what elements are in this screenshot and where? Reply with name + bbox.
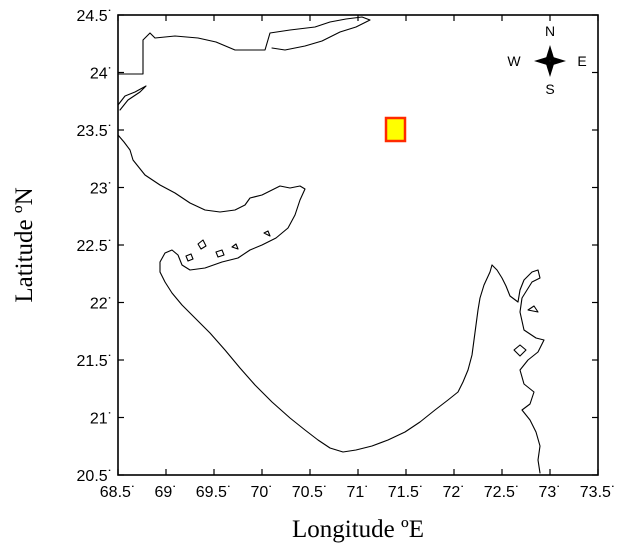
coastline	[117, 16, 545, 474]
x-tick-label: 69.5˙	[196, 484, 232, 501]
x-tick-label: 72˙	[442, 484, 465, 501]
x-tick-label: 73.5˙	[580, 484, 616, 501]
y-tick-label: 23.5˙	[77, 123, 113, 140]
axis-ticks	[117, 14, 599, 476]
kutch-coastline	[117, 85, 306, 273]
saurashtra-coastline	[159, 264, 493, 453]
compass-west-label: W	[507, 53, 521, 69]
y-tick-label: 22˙	[90, 296, 113, 313]
x-tick-label: 70˙	[250, 484, 273, 501]
compass-north-arrow	[546, 45, 554, 61]
y-tick-labels: 20.5˙ 21˙ 21.5˙ 22˙ 22.5˙ 23˙ 23.5˙ 24˙ 24.5˙	[77, 8, 113, 485]
y-tick-label: 22.5˙	[77, 238, 113, 255]
compass-west-arrow	[534, 57, 550, 65]
x-tick-label: 72.5˙	[484, 484, 520, 501]
compass-south-label: S	[545, 81, 554, 97]
island-cluster	[185, 230, 271, 262]
x-tick-label: 70.5˙	[292, 484, 328, 501]
northern-border-line	[117, 16, 371, 75]
x-axis-title: Longitude ºE	[292, 516, 424, 543]
y-tick-label: 21˙	[90, 411, 113, 428]
y-tick-label: 21.5˙	[77, 353, 113, 370]
y-tick-label: 24.5˙	[77, 8, 113, 25]
y-axis-title: Latitude ºN	[11, 187, 38, 302]
compass-north-label: N	[545, 23, 555, 39]
x-tick-label: 68.5˙	[100, 484, 136, 501]
map-frame	[117, 14, 599, 476]
y-tick-label: 24˙	[90, 66, 113, 83]
compass-south-arrow	[546, 61, 554, 77]
x-tick-label: 71.5˙	[388, 484, 424, 501]
y-tick-label: 20.5˙	[77, 468, 113, 485]
estuary-detail	[513, 305, 539, 357]
x-tick-label: 69˙	[154, 484, 177, 501]
khambhat-coastline	[491, 264, 545, 474]
study-site-marker	[384, 116, 407, 143]
x-tick-label: 73˙	[538, 484, 561, 501]
compass-rose: N S W E	[507, 23, 586, 97]
x-tick-label: 71˙	[346, 484, 369, 501]
compass-east-label: E	[577, 53, 586, 69]
compass-east-arrow	[550, 57, 566, 65]
y-tick-label: 23˙	[90, 181, 113, 198]
x-tick-labels: 68.5˙ 69˙ 69.5˙ 70˙ 70.5˙ 71˙ 71.5˙ 72˙ 72.5˙ 73˙…	[100, 484, 616, 501]
